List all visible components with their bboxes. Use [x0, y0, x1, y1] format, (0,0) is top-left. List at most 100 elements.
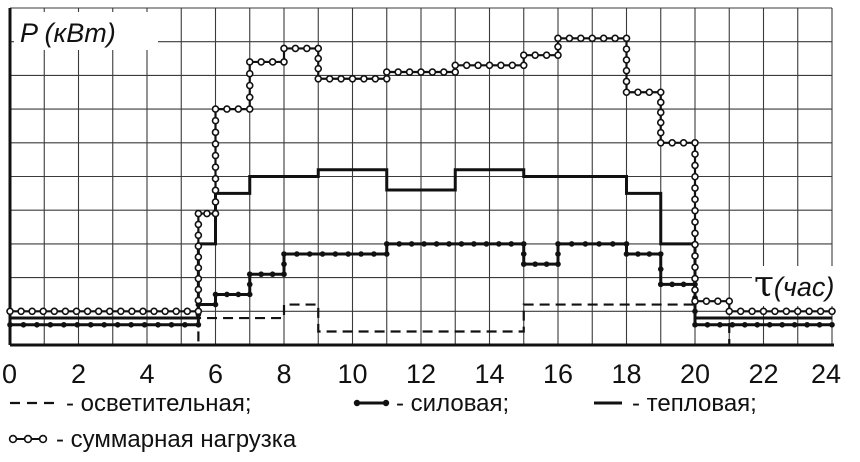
series-point-power — [371, 251, 377, 257]
series-point-total — [211, 128, 220, 137]
series-point-total — [679, 139, 688, 147]
series-point-total — [622, 34, 631, 43]
series-point-power — [141, 321, 148, 328]
series-point-total — [417, 68, 425, 76]
series-point-total — [117, 307, 125, 316]
series-point-power — [155, 321, 161, 328]
series-point-total — [816, 307, 825, 316]
series-point-total — [451, 68, 460, 76]
x-tick-label: 22 — [748, 359, 778, 389]
series-point-total — [291, 44, 300, 53]
series-point-total — [194, 231, 203, 240]
series-line-lighting — [10, 303, 832, 347]
series-point-power — [635, 251, 641, 257]
series-point-total — [72, 307, 81, 316]
legend-label-heat: - тепловая; — [632, 390, 757, 417]
series-point-total — [611, 34, 619, 43]
series-point-total — [497, 61, 505, 70]
series-point-power — [555, 241, 561, 247]
series-point-total — [771, 307, 779, 316]
series-point-power — [235, 291, 242, 298]
series-point-power — [555, 251, 561, 257]
series-point-total — [39, 307, 48, 316]
series-point-power — [258, 271, 264, 278]
series-point-power — [804, 321, 810, 328]
series-point-total — [485, 61, 494, 70]
series-point-total — [280, 58, 288, 66]
series-point-power — [458, 241, 465, 247]
series-point-total — [691, 150, 699, 158]
series-point-power — [74, 321, 81, 328]
series-point-power — [246, 271, 253, 278]
series-point-total — [714, 297, 722, 305]
series-point-total — [474, 61, 482, 70]
series-point-total — [203, 209, 211, 218]
series-point-total — [691, 184, 699, 192]
legend-label-power: - силовая; — [396, 390, 509, 417]
series-point-power — [555, 261, 561, 267]
series-point-power — [717, 321, 723, 328]
series-point-total — [337, 74, 345, 83]
series-point-total — [382, 74, 391, 83]
series-point-total — [634, 88, 642, 97]
series-point-total — [451, 61, 460, 70]
series-point-power — [34, 321, 40, 328]
series-point-total — [314, 54, 323, 63]
x-axis-label: τ(час) — [754, 264, 834, 305]
series-point-total — [565, 34, 574, 43]
series-point-total — [793, 307, 802, 316]
series-point-total — [61, 307, 70, 316]
series-point-power — [543, 261, 550, 267]
series-point-total — [691, 274, 699, 283]
series-point-power — [766, 321, 773, 328]
x-axis-label-background — [752, 266, 856, 306]
series-point-power — [182, 321, 188, 328]
series-point-total — [211, 140, 220, 148]
series-point-total — [194, 209, 203, 218]
series-point-total — [691, 229, 699, 238]
series-point-total — [139, 307, 147, 316]
series-point-power — [281, 251, 287, 257]
series-point-total — [83, 307, 92, 316]
x-tick-label: 12 — [406, 359, 436, 389]
series-point-power — [754, 321, 761, 328]
series-point-total — [554, 42, 562, 51]
series-point-power — [657, 251, 664, 257]
series-point-total — [314, 74, 323, 83]
series-point-power — [114, 321, 121, 328]
series-point-total — [245, 105, 254, 113]
series-point-power — [669, 281, 675, 288]
x-tick-label: 6 — [208, 359, 223, 389]
series-point-power — [319, 251, 326, 257]
series-point-total — [211, 116, 220, 125]
series-point-total — [211, 209, 220, 218]
series-point-total — [691, 297, 699, 305]
x-tick-label: 4 — [139, 359, 154, 389]
series-point-total — [622, 88, 631, 97]
series-point-power — [829, 321, 835, 328]
series-point-power — [294, 251, 300, 257]
series-point-total — [382, 68, 391, 76]
series-point-total — [702, 297, 711, 305]
series-point-total — [394, 68, 402, 76]
series-point-total — [462, 61, 471, 70]
series-point-power — [623, 251, 630, 257]
series-point-total — [150, 307, 158, 316]
series-point-power — [520, 241, 527, 247]
series-point-total — [519, 61, 528, 70]
series-point-total — [194, 220, 203, 229]
series-point-power — [692, 321, 698, 328]
series-point-power — [704, 321, 711, 328]
x-tick-labels: 0 2 4 6 8 10 12 14 16 18 20 22 24 — [2, 359, 841, 389]
legend-label-lighting: - осветительная; — [66, 390, 251, 417]
series-point-total — [211, 198, 220, 206]
series-line-heat — [10, 168, 832, 320]
series-point-total — [577, 34, 585, 43]
series-point-power — [212, 291, 219, 298]
series-point-power — [779, 321, 785, 328]
x-tick-label: 14 — [474, 359, 504, 389]
series-point-power — [791, 321, 798, 328]
legend-swatch-power-dot — [382, 399, 390, 407]
series-point-power — [383, 251, 390, 257]
